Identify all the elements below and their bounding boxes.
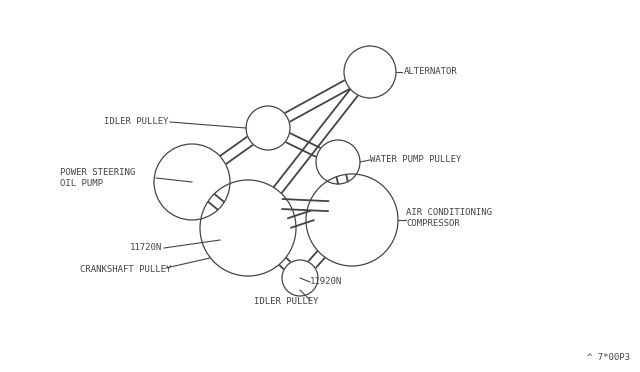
Text: WATER PUMP PULLEY: WATER PUMP PULLEY [370,155,461,164]
Text: CRANKSHAFT PULLEY: CRANKSHAFT PULLEY [80,266,172,275]
Text: ALTERNATOR: ALTERNATOR [404,67,458,77]
Text: 11920N: 11920N [310,278,342,286]
Text: IDLER PULLEY: IDLER PULLEY [104,118,168,126]
Text: ^ 7*00P3: ^ 7*00P3 [587,353,630,362]
Text: IDLER PULLEY: IDLER PULLEY [254,298,319,307]
Text: AIR CONDITIONING
COMPRESSOR: AIR CONDITIONING COMPRESSOR [406,208,492,228]
Text: 11720N: 11720N [130,244,162,253]
Text: POWER STEERING
OIL PUMP: POWER STEERING OIL PUMP [60,168,135,188]
